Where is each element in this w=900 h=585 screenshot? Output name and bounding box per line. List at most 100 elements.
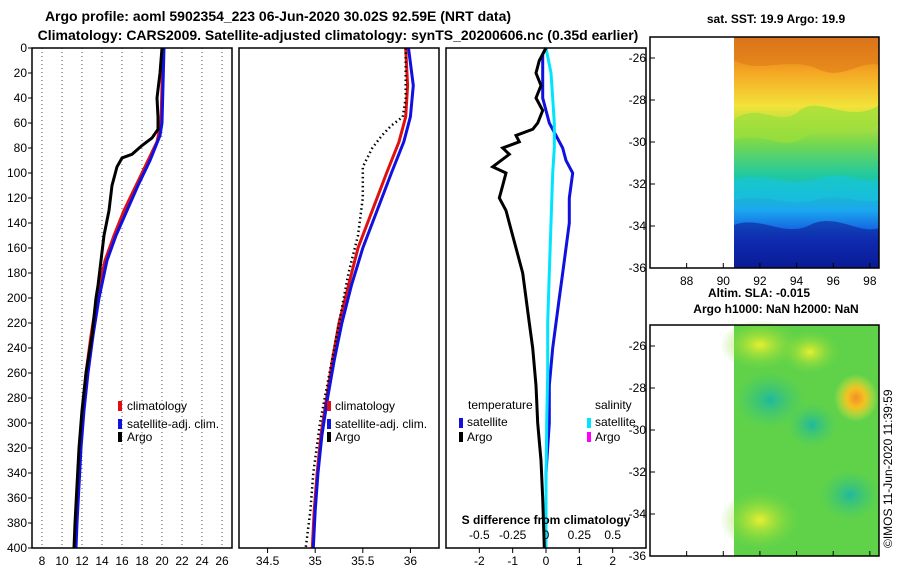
depth-tick-label: 20 [14, 66, 28, 80]
map-lat-tick-label: -36 [629, 261, 647, 275]
sst-lon-axis: 88 90 92 94 96 98 [680, 263, 877, 288]
map-lat-tick-label: -26 [629, 51, 647, 65]
map-lat-tick-label: -36 [629, 549, 647, 563]
legend-satellite-label: satellite-adj. clim. [127, 417, 219, 431]
legend-temp-satellite-label: satellite [467, 415, 508, 429]
sla-map-frame [649, 324, 880, 557]
map-lon-tick-label: 98 [863, 274, 877, 288]
sst-front-green [734, 105, 879, 143]
temperature-tick-label: 14 [95, 554, 109, 568]
sla-lon-axis [686, 551, 871, 556]
legend-climatology-swatch [118, 401, 122, 411]
depth-tick-label: 380 [7, 516, 27, 530]
sst-map-title: sat. SST: 19.9 Argo: 19.9 [707, 12, 846, 26]
depth-tick-label: 360 [7, 491, 27, 505]
legend-satellite-swatch [327, 419, 331, 429]
salinity-legend: climatology satellite-adj. clim. Argo [327, 399, 427, 444]
salinity-tick-label: 36 [404, 554, 418, 568]
temperature-tick-label: 20 [155, 554, 169, 568]
temperature-line-satellite [74, 47, 166, 549]
temperature-tick-label: 26 [215, 554, 229, 568]
legend-satellite-swatch [118, 419, 122, 429]
sst-cold-patch [734, 220, 879, 268]
difference-tick-label: -1 [507, 554, 518, 568]
map-lat-tick-label: -32 [629, 177, 647, 191]
legend-argo-label: Argo [335, 430, 361, 444]
sst-field [734, 37, 879, 268]
map-lon-tick-label: 96 [827, 274, 841, 288]
salinity-tick-label: 35.5 [351, 554, 375, 568]
legend-salinity-title: salinity [595, 398, 632, 412]
secondary-tick-label: -0.5 [469, 528, 490, 542]
map-lat-tick-label: -30 [629, 423, 647, 437]
salinity-line-satellite [311, 47, 415, 549]
difference-tick-label: -2 [474, 554, 485, 568]
secondary-tick-label: 0 [543, 528, 550, 542]
sst-map-panel: sat. SST: 19.9 Argo: 19.9 -26 -28 -30 -32 -3… [629, 12, 880, 288]
difference-line-salinity-satellite [544, 47, 556, 548]
depth-tick-label: 80 [14, 141, 28, 155]
difference-tick-label: 2 [609, 554, 616, 568]
sla-low-center [735, 372, 805, 428]
temperature-tick-label: 24 [195, 554, 209, 568]
difference-line-satellite [541, 47, 575, 548]
difference-tick-label: 1 [576, 554, 583, 568]
sla-low-se [820, 470, 880, 520]
legend-argo-label: Argo [127, 430, 153, 444]
depth-tick-label: 400 [7, 541, 27, 555]
legend-satellite-label: satellite-adj. clim. [335, 417, 427, 431]
depth-axis: 0 20 40 60 80 100 120 140 160 180 200 220 240 260 280 3… [7, 41, 32, 555]
secondary-tick-label: 0.5 [604, 528, 621, 542]
map-lat-tick-label: -30 [629, 135, 647, 149]
map-lon-tick-label: 90 [717, 274, 731, 288]
temperature-tick-label: 12 [75, 554, 89, 568]
legend-argo-swatch [327, 432, 331, 442]
salinity-series [304, 47, 415, 549]
difference-series [489, 47, 575, 549]
depth-tick-label: 120 [7, 191, 27, 205]
secondary-axis-label: S difference from climatology [462, 513, 631, 527]
sla-high-east [834, 374, 878, 422]
sst-lat-axis: -26 -28 -30 -32 -34 -36 [629, 51, 655, 275]
depth-tick-label: 160 [7, 241, 27, 255]
temperature-tick-label: 10 [55, 554, 69, 568]
difference-legend: temperature satellite Argo salinity sate… [459, 398, 636, 444]
legend-temp-satellite-swatch [459, 418, 463, 428]
imos-credit: ©IMOS 11-Jun-2020 11:39:59 [881, 389, 895, 548]
depth-tick-label: 300 [7, 416, 27, 430]
depth-tick-label: 260 [7, 366, 27, 380]
depth-tick-label: 0 [20, 41, 27, 55]
temperature-tick-label: 16 [115, 554, 129, 568]
depth-tick-label: 280 [7, 391, 27, 405]
secondary-tick-label: -0.25 [499, 528, 527, 542]
depth-tick-label: 220 [7, 316, 27, 330]
map-lat-tick-label: -28 [629, 93, 647, 107]
sla-map-panel: Altim. SLA: -0.015 Argo h1000: NaN h2000… [629, 286, 880, 563]
salinity-line-argo [304, 48, 407, 549]
legend-climatology-label: climatology [127, 399, 187, 413]
legend-climatology-swatch [327, 401, 331, 411]
difference-x-axis: -2 -1 0 1 2 [474, 548, 616, 568]
temperature-line-climatology [73, 47, 165, 549]
depth-tick-label: 60 [14, 116, 28, 130]
sla-field [720, 320, 880, 556]
sla-high-north [780, 330, 840, 374]
depth-tick-label: 140 [7, 216, 27, 230]
sla-high-ne [720, 320, 800, 370]
depth-tick-label: 200 [7, 291, 27, 305]
map-lat-tick-label: -26 [629, 339, 647, 353]
sla-map-subtitle: Argo h1000: NaN h2000: NaN [693, 302, 858, 316]
temperature-panel: 0 20 40 60 80 100 120 140 160 180 200 220 240 260 280 3… [7, 41, 233, 568]
depth-tick-label: 100 [7, 166, 27, 180]
salinity-panel: 34.5 35 35.5 36 climatology satellite-adj. … [238, 47, 440, 568]
legend-temp-argo-label: Argo [467, 430, 493, 444]
depth-tick-label: 340 [7, 466, 27, 480]
temperature-series [72, 47, 166, 549]
temperature-tick-label: 22 [175, 554, 189, 568]
legend-sal-satellite-swatch [587, 418, 591, 428]
temperature-line-argo [72, 47, 164, 549]
legend-climatology-label: climatology [335, 399, 395, 413]
map-lon-tick-label: 88 [680, 274, 694, 288]
